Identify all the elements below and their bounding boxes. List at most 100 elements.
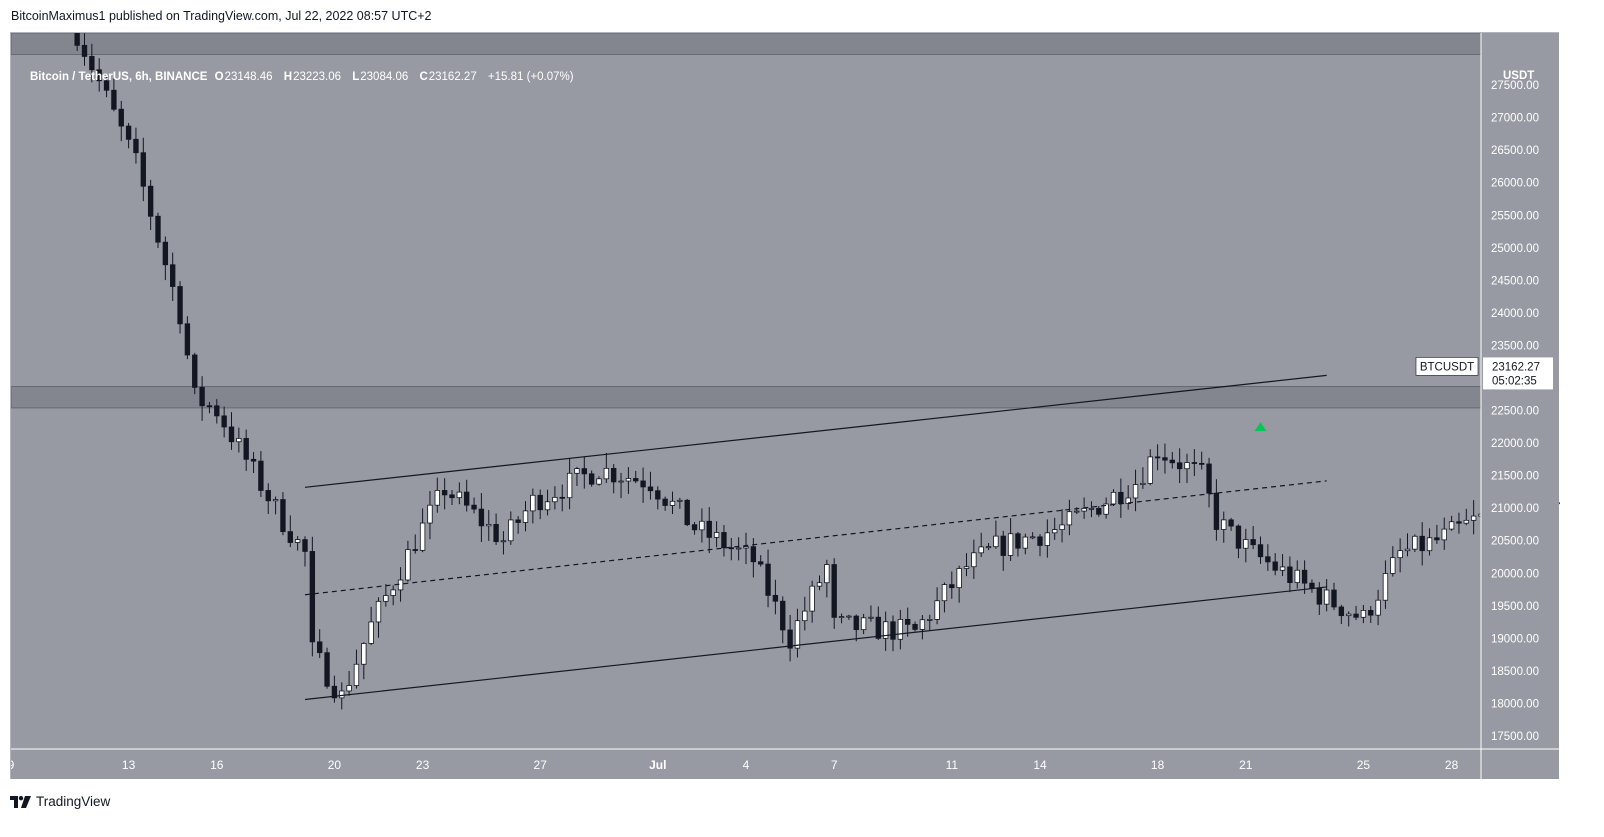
price-tick-label: 18000.00: [1491, 698, 1539, 710]
channel-upper-line: [304, 374, 1327, 488]
time-tick-label: 14: [1033, 758, 1047, 772]
candle: [155, 212, 161, 248]
time-axis-bg: [11, 749, 1559, 779]
candle: [1235, 524, 1242, 559]
price-label-layer: BTCUSDT 23162.27 05:02:35: [1415, 357, 1553, 390]
candle-body: [603, 467, 610, 480]
symbol-label: BTCUSDT: [1420, 361, 1474, 373]
candle: [1096, 506, 1102, 517]
candle: [765, 549, 771, 608]
candle: [1132, 469, 1139, 512]
candle-body: [1287, 566, 1293, 583]
candle-body: [1426, 537, 1433, 552]
candle-body: [1191, 462, 1198, 464]
candle: [1191, 449, 1198, 477]
candle-body: [559, 496, 565, 499]
legend-low-label: L: [352, 71, 360, 83]
time-tick-label: 9: [11, 758, 15, 772]
candle: [1272, 553, 1278, 576]
current-price-label: 23162.27: [1492, 361, 1540, 373]
candle: [294, 536, 301, 551]
chart-frame[interactable]: 17500.00 18000.00 18500.00 19000.00 19500.00…: [10, 32, 1560, 780]
candle-body: [331, 685, 338, 699]
candle: [103, 75, 110, 98]
candle: [1250, 526, 1256, 550]
candle: [1199, 451, 1205, 470]
candle-body: [1404, 548, 1411, 552]
candle: [1257, 536, 1264, 564]
candle-body: [581, 468, 587, 475]
candle-body: [1470, 515, 1477, 521]
candle: [537, 489, 543, 520]
candle-body: [147, 185, 154, 217]
price-tick-label: 26500.00: [1491, 145, 1539, 157]
candle-body: [758, 561, 764, 565]
candle: [412, 534, 418, 554]
candle-body: [809, 585, 815, 612]
bar-countdown-label: 05:02:35: [1492, 375, 1537, 387]
candle: [221, 406, 227, 438]
candle-body: [985, 546, 992, 549]
legend-open-value: 23148.46: [224, 71, 273, 83]
candle-body: [412, 549, 418, 551]
candle-body: [324, 652, 330, 687]
price-tick-label: 19000.00: [1491, 633, 1539, 645]
candle-body: [243, 438, 249, 460]
price-label-box: [1483, 357, 1553, 390]
candle: [1375, 589, 1381, 626]
candle-body: [662, 498, 668, 506]
candle-body: [515, 519, 521, 523]
candle-body: [199, 386, 205, 407]
resistance-zone: [11, 386, 1482, 409]
candle: [1353, 605, 1359, 621]
candle-body: [486, 524, 492, 527]
candle: [927, 614, 933, 631]
candlestick-chart[interactable]: 17500.00 18000.00 18500.00 19000.00 19500.00…: [11, 33, 1560, 780]
candle-body: [927, 618, 933, 621]
candle-body: [133, 138, 139, 154]
candle: [74, 33, 80, 51]
candle: [882, 611, 889, 651]
candle-body: [500, 540, 507, 543]
candle-body: [1265, 556, 1271, 563]
legend-open: O23148.46: [215, 71, 280, 83]
candle-body: [405, 549, 411, 581]
candle: [1426, 528, 1433, 556]
time-tick-label: 23: [416, 758, 430, 772]
candle-body: [794, 620, 801, 649]
time-tick-label: 4: [743, 758, 750, 772]
candle: [1397, 538, 1403, 573]
candle: [1015, 531, 1021, 557]
candle: [846, 614, 852, 620]
time-tick-label: 13: [122, 758, 136, 772]
candle: [1059, 509, 1065, 543]
price-tick-label: 24000.00: [1491, 308, 1539, 320]
candle-body: [1228, 519, 1234, 527]
candle-body: [706, 520, 712, 538]
time-tick-label: 18: [1151, 758, 1165, 772]
candle: [493, 513, 499, 545]
tradingview-logo[interactable]: TradingView: [10, 794, 110, 809]
candle: [419, 508, 426, 553]
candle: [331, 675, 338, 703]
candle: [890, 615, 896, 652]
candle-body: [74, 33, 80, 46]
candle: [508, 511, 514, 545]
candle-body: [537, 494, 543, 511]
candle: [486, 510, 492, 541]
candle-body: [1066, 511, 1073, 526]
candle-body: [838, 616, 845, 618]
candle: [816, 575, 823, 591]
candle: [192, 352, 198, 395]
candle-body: [1081, 508, 1087, 512]
price-tick-label: 25500.00: [1491, 210, 1539, 222]
candle-body: [1125, 497, 1131, 504]
candle: [287, 515, 293, 548]
candle-body: [434, 490, 440, 506]
candle-body: [1375, 599, 1381, 616]
candle: [1419, 522, 1425, 566]
candle: [258, 451, 264, 498]
candle-body: [890, 621, 896, 640]
candle-body: [1110, 491, 1117, 505]
candle: [1448, 515, 1455, 531]
